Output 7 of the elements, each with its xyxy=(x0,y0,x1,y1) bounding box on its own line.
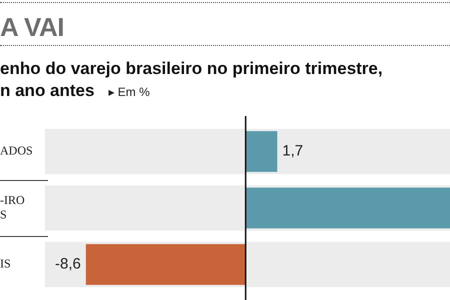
chart-title: A VAI xyxy=(0,12,64,42)
y-tick-label: IS xyxy=(0,256,11,271)
data-label: -8,6 xyxy=(55,256,81,273)
y-tick-label: -IRO S xyxy=(0,192,25,222)
y-tick-label: ADOS xyxy=(0,144,33,158)
data-label: 1,7 xyxy=(282,142,304,160)
text: ▸ Em % xyxy=(108,85,150,99)
